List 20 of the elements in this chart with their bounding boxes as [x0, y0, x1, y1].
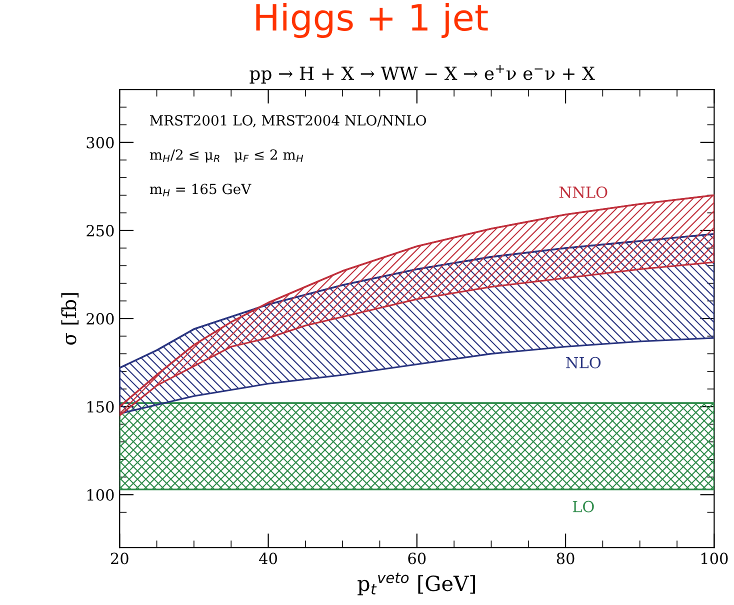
- chart-title: Higgs + 1 jet: [256, 3, 488, 38]
- y-tick-label: 150: [87, 401, 114, 413]
- text: NLO: [566, 356, 601, 368]
- x-tick-label: 60: [408, 552, 426, 564]
- y-axis-title: σ [fb]: [61, 293, 79, 345]
- chart-subtitle: pp → H + X → WW − X → e$^{+}$ν e$^{−}$ν + X: [250, 65, 595, 84]
- y-tick-label: 300: [86, 136, 114, 148]
- x-tick-label: 40: [259, 552, 277, 564]
- y-tick-label: 200: [86, 313, 114, 325]
- series-label: NNLO: [559, 186, 608, 198]
- x-tick-label: 80: [556, 552, 574, 564]
- text: m$_{H}$/2 ≤ μ$_{R}$ μ$_{F}$ ≤ 2 m$_{H}$: [150, 149, 304, 163]
- x-tick-label: 100: [701, 552, 728, 564]
- y-tick-label: 250: [86, 224, 114, 236]
- x-axis-title: p$_{t}$$^{veto}$ [GeV]: [358, 572, 475, 596]
- annotation: MRST2001 LO, MRST2004 NLO/NNLO: [150, 115, 426, 128]
- annotation: m$_{H}$ = 165 GeV: [150, 184, 252, 196]
- text: LO: [572, 500, 594, 512]
- y-tick-label: 100: [87, 489, 114, 501]
- x-tick-label: 20: [110, 552, 128, 564]
